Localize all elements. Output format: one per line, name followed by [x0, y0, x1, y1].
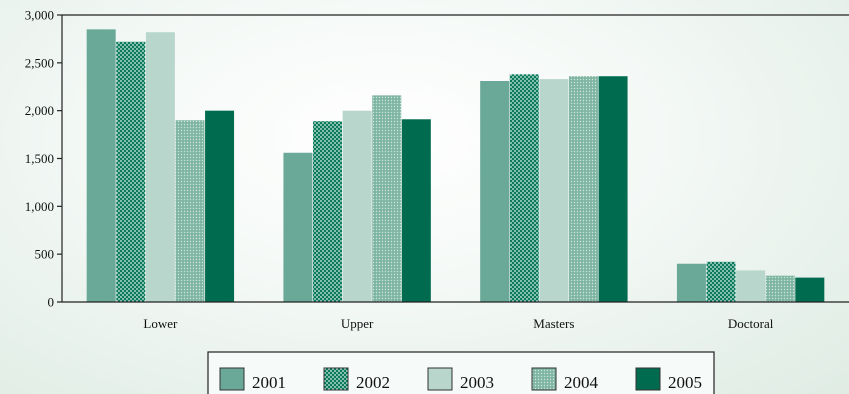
- x-category-label: Doctoral: [728, 316, 774, 331]
- legend: 2001 2002 2003 2004 2005: [207, 351, 715, 394]
- legend-swatch-2001: [219, 367, 245, 391]
- y-tick-label: 2,500: [25, 55, 54, 70]
- y-tick-label: 1,500: [25, 151, 54, 166]
- x-category-label: Upper: [341, 316, 374, 331]
- legend-swatch-2002: [323, 367, 349, 391]
- bar-doctoral-2001: [676, 263, 706, 302]
- bar-lower-2005: [205, 110, 235, 303]
- y-tick-label: 2,000: [25, 103, 54, 118]
- bar-masters-2004: [568, 76, 598, 302]
- legend-box: [207, 351, 715, 394]
- bar-doctoral-2005: [795, 277, 825, 302]
- bar-doctoral-2003: [736, 270, 766, 302]
- bar-lower-2003: [145, 32, 175, 302]
- x-axis-category-labels: Lower Upper Masters Doctoral: [143, 316, 773, 331]
- bar-upper-2004: [372, 95, 402, 302]
- y-axis-tick-labels: 0 500 1,000 1,500 2,000 2,500 3,000: [25, 8, 54, 310]
- y-tick-label: 3,000: [25, 8, 54, 23]
- legend-swatch-2005: [635, 367, 661, 391]
- bar-masters-2003: [539, 79, 569, 302]
- legend-label-2002: 2002: [356, 373, 390, 392]
- bar-upper-2005: [401, 119, 431, 302]
- legend-label-2001: 2001: [252, 373, 286, 392]
- bar-lower-2004: [175, 120, 205, 302]
- legend-swatch-2004: [531, 367, 557, 391]
- bar-lower-2001: [86, 29, 116, 302]
- bar-upper-2002: [313, 121, 343, 302]
- bar-masters-2005: [598, 76, 628, 302]
- bar-doctoral-2004: [765, 275, 795, 302]
- legend-label-2004: 2004: [564, 373, 599, 392]
- bar-lower-2002: [116, 41, 146, 302]
- bar-upper-2003: [342, 110, 372, 303]
- bar-upper-2001: [283, 152, 313, 302]
- bar-doctoral-2002: [706, 261, 736, 302]
- legend-swatch-2003: [427, 367, 453, 391]
- bar-masters-2001: [480, 81, 510, 302]
- y-tick-label: 1,000: [25, 199, 54, 214]
- legend-label-2005: 2005: [668, 373, 702, 392]
- x-category-label: Lower: [143, 316, 178, 331]
- x-category-label: Masters: [533, 316, 574, 331]
- bar-masters-2002: [509, 74, 539, 303]
- legend-label-2003: 2003: [460, 373, 494, 392]
- bars: [86, 29, 825, 303]
- y-tick-label: 500: [35, 247, 55, 262]
- y-axis-ticks: [57, 14, 62, 303]
- y-tick-label: 0: [48, 295, 55, 310]
